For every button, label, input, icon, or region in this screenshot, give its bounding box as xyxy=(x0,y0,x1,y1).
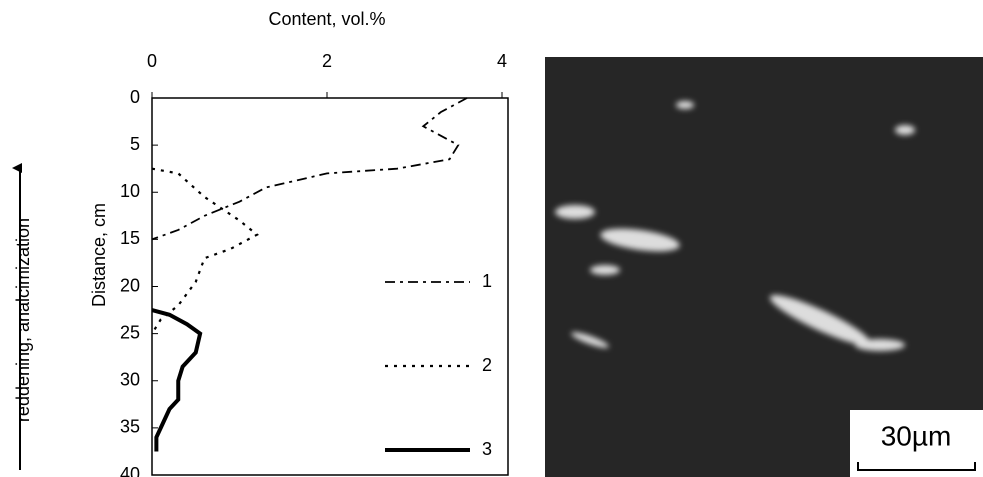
y-tick-label: 5 xyxy=(130,134,140,154)
chart-title: Content, vol.% xyxy=(268,9,385,29)
series-line xyxy=(151,167,259,335)
y-tick-label: 25 xyxy=(120,322,140,342)
y-tick-label: 35 xyxy=(120,417,140,437)
y-axis-label: Distance, cm xyxy=(89,203,109,307)
x-tick-label: 4 xyxy=(497,51,507,71)
series-line xyxy=(151,97,468,241)
micrograph-features xyxy=(555,101,915,351)
legend-label: 2 xyxy=(482,355,492,375)
legend-label: 1 xyxy=(482,271,492,291)
scale-bar xyxy=(857,462,976,471)
legend-label: 3 xyxy=(482,439,492,459)
y-tick-label: 10 xyxy=(120,181,140,201)
y-tick-label: 30 xyxy=(120,370,140,390)
y-tick-label: 0 xyxy=(130,87,140,107)
series-line xyxy=(151,308,203,452)
x-tick-label: 2 xyxy=(322,51,332,71)
y-tick-label: 20 xyxy=(120,275,140,295)
scale-box xyxy=(850,410,983,477)
y-tick-label: 15 xyxy=(120,228,140,248)
x-tick-label: 0 xyxy=(147,51,157,71)
side-label: reddening, analcimization xyxy=(13,218,33,422)
y-tick-label: 40 xyxy=(120,464,140,477)
plot-frame xyxy=(151,97,509,476)
scale-label: 30µm xyxy=(881,420,952,451)
